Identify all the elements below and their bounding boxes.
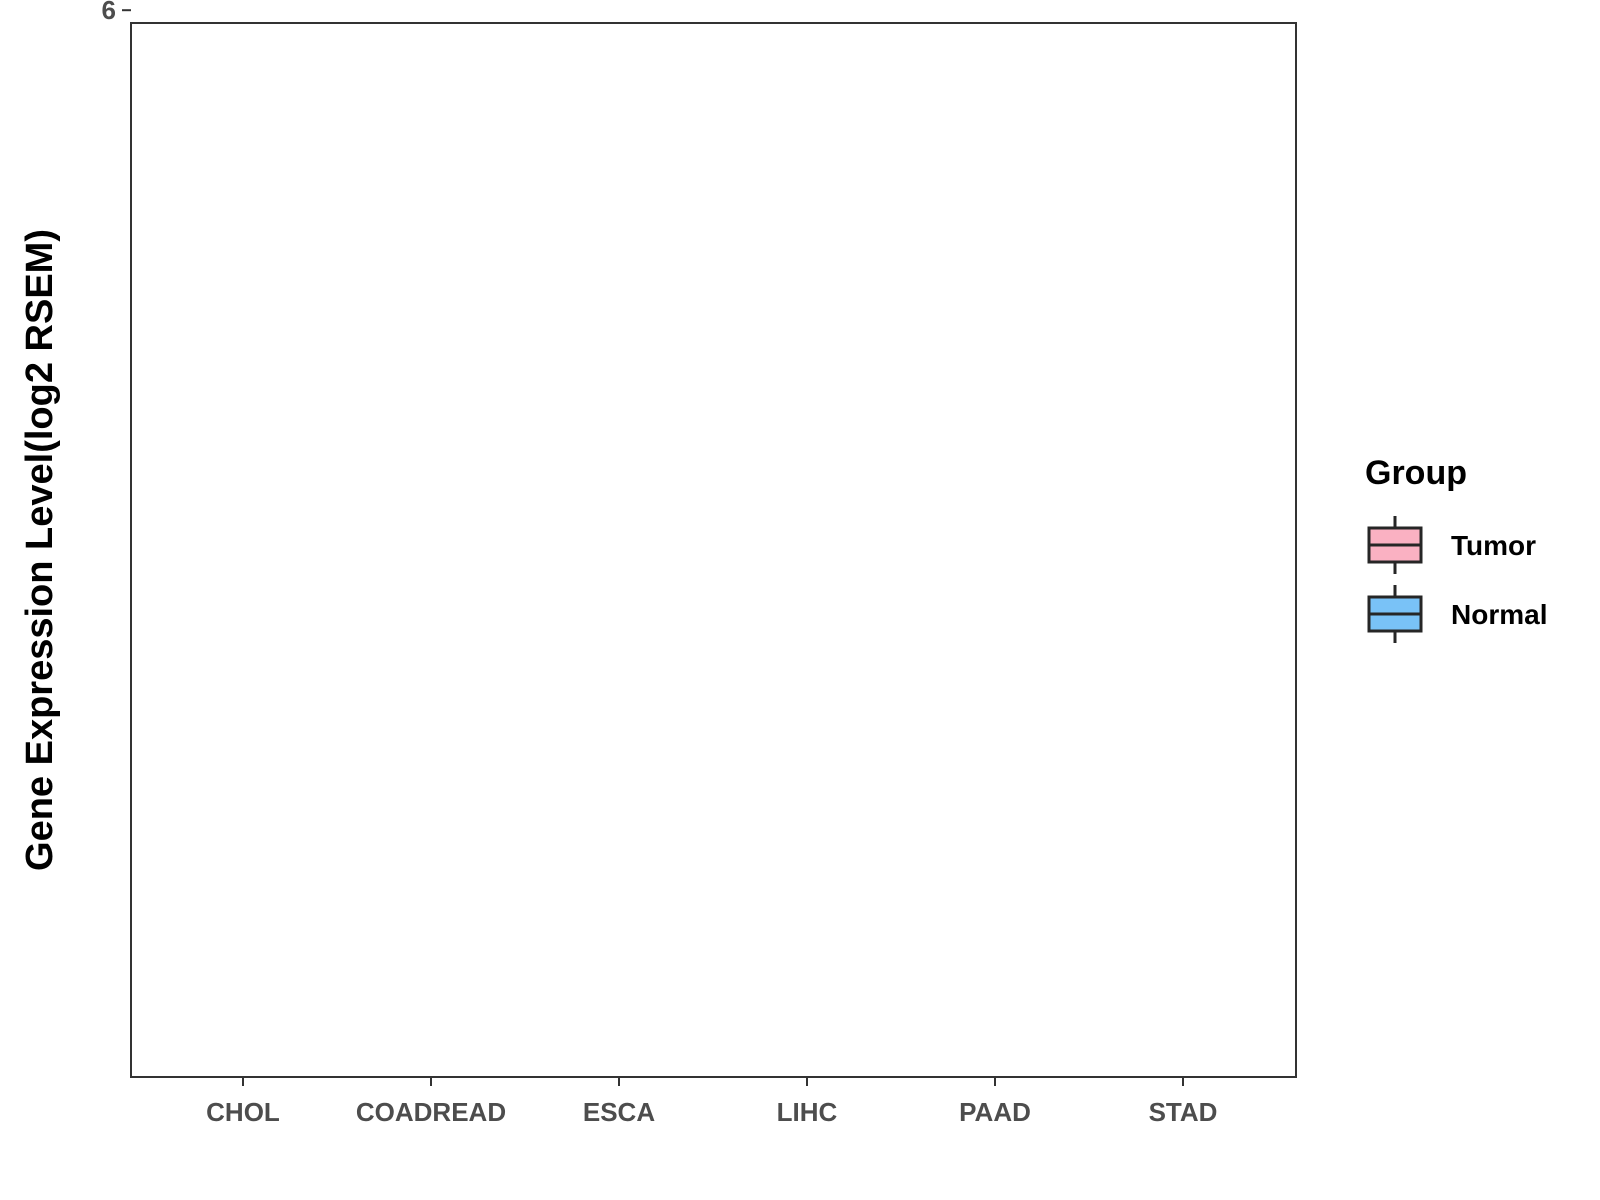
y-tick-label: 6 [102, 0, 116, 25]
x-tick-label: ESCA [583, 1097, 655, 1127]
x-tick-label: CHOL [206, 1097, 280, 1127]
legend-entry-tumor: Tumor [1367, 516, 1536, 574]
legend-label: Normal [1451, 599, 1547, 630]
legend-title: Group [1365, 454, 1467, 492]
x-tick-label: STAD [1149, 1097, 1218, 1127]
y-axis-title: Gene Expression Level(log2 RSEM) [19, 229, 61, 871]
plot-panel [130, 22, 1297, 1078]
legend-label: Tumor [1451, 530, 1536, 561]
x-tick-label: PAAD [959, 1097, 1031, 1127]
y-axis: 67891011 [102, 0, 131, 25]
x-tick-label: COADREAD [356, 1097, 506, 1127]
x-axis: CHOL COADREAD ESCA LIHC PAAD STAD [206, 1077, 1217, 1127]
x-tick-label: LIHC [777, 1097, 838, 1127]
legend-entry-normal: Normal [1367, 585, 1547, 643]
legend: Group Tumor Normal [1365, 454, 1547, 643]
